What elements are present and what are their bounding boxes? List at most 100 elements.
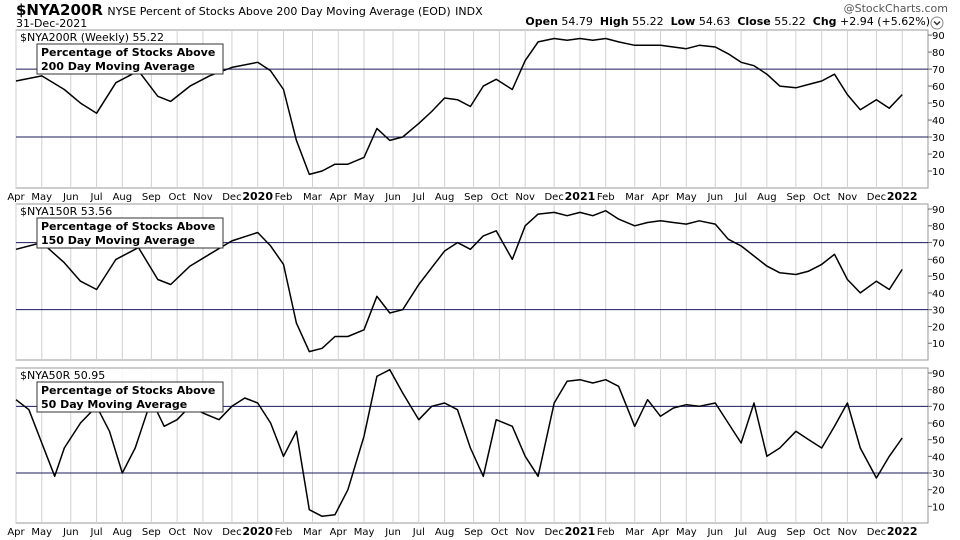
x-tick-label: Sep (786, 192, 805, 203)
y-tick-label: 70 (932, 239, 945, 250)
x-tick-label: Mar (625, 192, 645, 203)
high-value: 55.22 (632, 15, 664, 28)
x-tick-label: Feb (597, 527, 615, 538)
y-tick-label: 80 (932, 386, 945, 397)
chevron-down-icon[interactable] (930, 16, 944, 30)
x-tick-label: Feb (275, 527, 293, 538)
chart-header: $NYA200R NYSE Percent of Stocks Above 20… (16, 1, 483, 20)
series-label-bg (17, 31, 167, 43)
x-tick-label: Dec (222, 192, 241, 203)
y-tick-label: 40 (932, 116, 945, 127)
y-tick-label: 10 (932, 339, 945, 350)
annotation-line: Percentage of Stocks Above (41, 220, 215, 233)
x-tick-label: 2021 (565, 525, 596, 538)
y-tick-label: 20 (932, 486, 945, 497)
x-tick-label: Feb (275, 192, 293, 203)
x-tick-label: 2022 (887, 190, 918, 203)
y-tick-label: 40 (932, 289, 945, 300)
x-tick-label: Nov (193, 192, 213, 203)
series-label: $NYA150R 53.56 (20, 205, 112, 218)
annotation-line: 200 Day Moving Average (41, 60, 195, 73)
y-tick-label: 90 (932, 31, 945, 42)
x-tick-label: Oct (168, 527, 185, 538)
x-tick-label: Sep (786, 527, 805, 538)
x-tick-label: Dec (867, 192, 886, 203)
x-tick-label: Nov (838, 527, 858, 538)
x-tick-label: Oct (168, 192, 185, 203)
y-tick-label: 50 (932, 272, 945, 283)
series-label: $NYA200R (Weekly) 55.22 (20, 31, 164, 44)
x-tick-label: Jul (412, 527, 425, 538)
y-tick-label: 90 (932, 369, 945, 380)
x-tick-label: Aug (757, 192, 777, 203)
series-label-bg (17, 369, 167, 381)
x-tick-label: Aug (435, 192, 455, 203)
ohlc-readout: Open 54.79 High 55.22 Low 54.63 Close 55… (525, 15, 930, 28)
x-tick-label: Mar (303, 192, 323, 203)
x-tick-label: 2021 (565, 190, 596, 203)
x-tick-label: Dec (867, 527, 886, 538)
x-tick-label: Jul (90, 192, 103, 203)
symbol-description: NYSE Percent of Stocks Above 200 Day Mov… (107, 5, 451, 18)
x-tick-label: Aug (757, 527, 777, 538)
x-tick-label: Apr (330, 192, 348, 203)
x-tick-label: Oct (813, 527, 830, 538)
x-tick-label: Jun (384, 192, 401, 203)
chg-value: +2.94 (+5.62%) (840, 15, 930, 28)
symbol-title: $NYA200R (16, 1, 103, 19)
low-label: Low (670, 15, 696, 28)
y-tick-label: 80 (932, 222, 945, 233)
annotation-line: Percentage of Stocks Above (41, 384, 215, 397)
watermark-text: @StockCharts.com (843, 2, 948, 15)
series-label: $NYA50R 50.95 (20, 369, 105, 382)
open-value: 54.79 (561, 15, 593, 28)
chart-panel-1: 10 20 30 40 50 60 70 80 90 $NYA200R (Weekly) 55.2… (7, 29, 945, 203)
chart-panel-3: 10 20 30 40 50 60 70 80 90 $NYA50R 50.95 Percentag… (7, 367, 945, 538)
x-tick-label: Jun (706, 527, 723, 538)
chart-date: 31-Dec-2021 (16, 17, 88, 30)
series-line (15, 209, 903, 353)
x-tick-label: May (31, 192, 52, 203)
exchange-label: INDX (455, 5, 483, 18)
x-tick-label: Aug (435, 527, 455, 538)
high-label: High (599, 15, 629, 28)
x-tick-label: 2022 (887, 525, 918, 538)
x-tick-label: Mar (625, 527, 645, 538)
y-tick-label: 10 (932, 502, 945, 513)
annotation-box (36, 43, 224, 75)
open-label: Open (525, 15, 558, 28)
x-tick-label: Sep (142, 527, 161, 538)
y-tick-label: 70 (932, 65, 945, 76)
y-tick-label: 30 (932, 306, 945, 317)
x-tick-label: Apr (652, 527, 670, 538)
x-tick-label: Nov (515, 192, 535, 203)
y-tick-label: 30 (932, 469, 945, 480)
x-tick-label: Jul (412, 192, 425, 203)
x-tick-label: Aug (113, 527, 133, 538)
x-tick-label: Nov (838, 192, 858, 203)
y-tick-label: 60 (932, 255, 945, 266)
x-tick-label: Oct (813, 192, 830, 203)
annotation-box (36, 217, 224, 249)
low-value: 54.63 (698, 15, 731, 28)
x-tick-label: May (676, 192, 697, 203)
x-tick-label: Oct (491, 527, 508, 538)
x-tick-label: Sep (142, 192, 161, 203)
chg-label: Chg (812, 15, 837, 28)
y-tick-label: 60 (932, 419, 945, 430)
y-tick-label: 10 (932, 167, 945, 178)
close-label: Close (737, 15, 771, 28)
x-tick-label: Sep (464, 192, 483, 203)
x-tick-label: Jul (734, 192, 747, 203)
x-tick-label: Mar (303, 527, 323, 538)
x-tick-label: Apr (7, 192, 25, 203)
x-tick-label: May (31, 527, 52, 538)
y-tick-label: 30 (932, 133, 945, 144)
y-tick-label: 40 (932, 452, 945, 463)
stockcharts-watermark: @StockCharts.com (844, 2, 948, 15)
chart-panel-2: 10 20 30 40 50 60 70 80 90 $NYA150R 53.56 Percenta… (15, 203, 945, 361)
series-line (15, 37, 903, 176)
y-tick-label: 20 (932, 150, 945, 161)
y-tick-label: 70 (932, 402, 945, 413)
